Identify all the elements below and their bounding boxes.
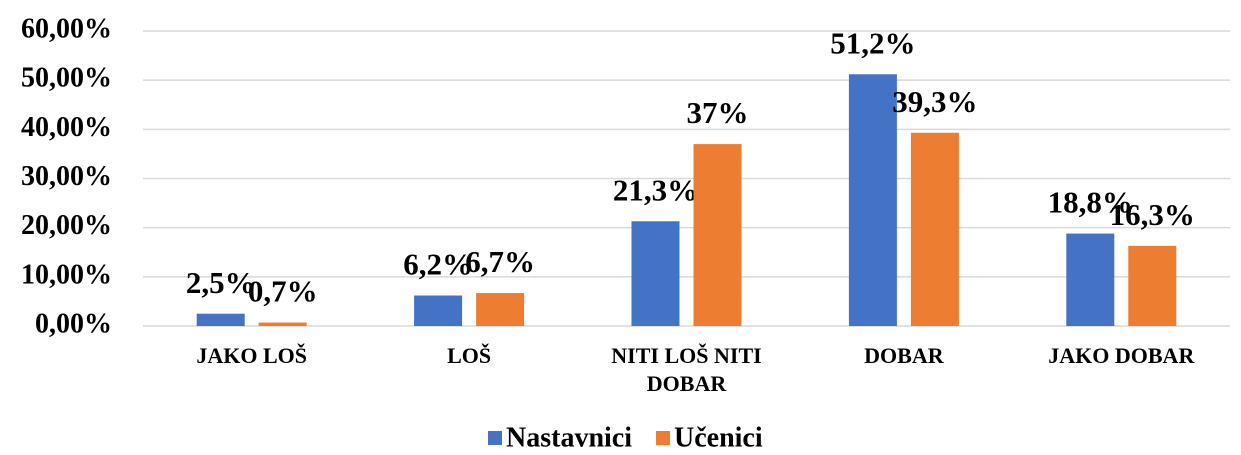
bar — [631, 221, 680, 326]
y-tick-label: 20,00% — [21, 210, 112, 241]
data-label: 16,3% — [1110, 197, 1195, 232]
data-label: 21,3% — [613, 172, 698, 207]
legend-swatch — [488, 431, 502, 445]
legend-label: Nastavnici — [506, 422, 632, 453]
x-tick-label: JAKO LOŠ — [196, 343, 307, 368]
legend-swatch — [656, 431, 670, 445]
data-label: 2,5% — [186, 265, 256, 300]
y-tick-label: 60,00% — [21, 13, 112, 44]
x-tick-label: DOBAR — [864, 343, 945, 368]
bar — [258, 322, 307, 326]
bar — [910, 132, 959, 326]
y-tick-label: 0,00% — [35, 308, 112, 339]
y-tick-label: 30,00% — [21, 161, 112, 192]
bar — [1128, 245, 1177, 326]
y-tick-label: 10,00% — [21, 259, 112, 290]
bar — [693, 144, 742, 326]
data-label: 51,2% — [830, 25, 915, 60]
data-label: 6,7% — [465, 244, 535, 279]
y-tick-label: 40,00% — [21, 112, 112, 143]
x-tick-label: JAKO DOBAR — [1048, 343, 1195, 368]
bar — [1066, 233, 1115, 326]
legend-label: Učenici — [674, 422, 763, 453]
y-tick-label: 50,00% — [21, 63, 112, 94]
bar — [414, 295, 463, 326]
bar — [848, 74, 897, 327]
data-label: 0,7% — [248, 274, 318, 309]
data-label: 39,3% — [892, 84, 977, 119]
data-label: 6,2% — [403, 247, 473, 282]
data-label: 37% — [687, 95, 749, 130]
bar — [476, 293, 525, 326]
bar — [196, 313, 245, 326]
x-tick-label: NITI LOŠ NITI DOBAR — [611, 343, 761, 396]
data-label: 18,8% — [1048, 185, 1133, 220]
x-tick-label: LOŠ — [447, 343, 491, 368]
